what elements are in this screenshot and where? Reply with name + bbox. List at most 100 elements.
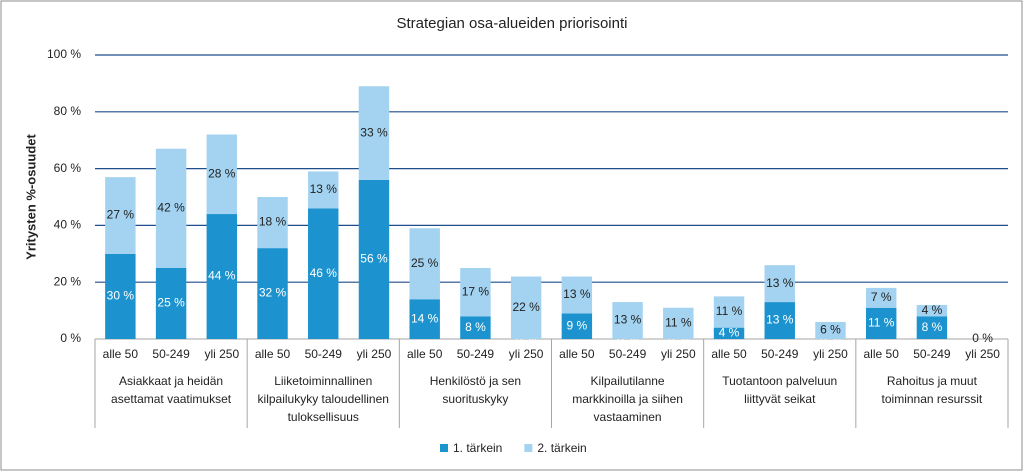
bar-segment xyxy=(713,296,745,328)
bar-segment xyxy=(155,268,187,339)
x-tick-label: yli 250 xyxy=(509,347,544,361)
data-label: 7 % xyxy=(871,290,892,304)
group-label: Tuotantoon palveluun xyxy=(722,374,837,388)
x-tick-label: alle 50 xyxy=(407,347,443,361)
bar-segment xyxy=(206,134,238,215)
data-label: 46 % xyxy=(310,266,338,280)
group-label: vastaaminen xyxy=(594,410,662,424)
data-label: 25 % xyxy=(411,256,439,270)
group-label: suorituskyky xyxy=(442,392,508,406)
data-label: 32 % xyxy=(259,286,287,300)
data-label: 27 % xyxy=(107,208,135,222)
data-label: 56 % xyxy=(360,252,388,266)
bar-segment xyxy=(358,86,390,180)
legend-label: 1. tärkein xyxy=(453,441,502,455)
data-label: 13 % xyxy=(766,276,794,290)
bar-segment xyxy=(916,316,948,339)
x-tick-label: yli 250 xyxy=(357,347,392,361)
data-label: 33 % xyxy=(360,125,388,139)
bar-segment xyxy=(460,316,491,339)
bar-segment xyxy=(663,307,694,339)
data-label: 13 % xyxy=(310,182,338,196)
data-label: 0 % xyxy=(972,331,993,345)
bar-segment xyxy=(916,304,948,317)
group-label: Liiketoiminnallinen xyxy=(274,374,372,388)
bar-segment xyxy=(358,179,390,339)
bar-segment xyxy=(460,268,491,317)
bar-segment xyxy=(561,313,593,339)
bar-segment xyxy=(612,302,643,339)
data-label: 13 % xyxy=(614,313,642,327)
group-label: Kilpailutilanne xyxy=(591,374,665,388)
group-label: asettamat vaatimukset xyxy=(111,392,232,406)
bar-segment xyxy=(764,302,795,339)
y-tick-label: 80 % xyxy=(54,104,82,118)
y-tick-label: 20 % xyxy=(54,274,82,288)
y-tick-label: 100 % xyxy=(47,47,81,61)
bar-segment xyxy=(105,253,136,339)
x-tick-label: 50-249 xyxy=(305,347,343,361)
bar-segment xyxy=(409,228,440,300)
data-label: 17 % xyxy=(462,284,490,298)
data-label: 22 % xyxy=(512,300,540,314)
bar-segment xyxy=(815,321,846,339)
data-label: 42 % xyxy=(157,201,185,215)
y-tick-label: 60 % xyxy=(54,161,82,175)
x-tick-label: 50-249 xyxy=(761,347,799,361)
data-label: 4 % xyxy=(922,303,943,317)
group-label: tuloksellisuus xyxy=(288,410,359,424)
data-label: 11 % xyxy=(665,316,692,330)
x-tick-label: 50-249 xyxy=(913,347,951,361)
x-tick-label: 50-249 xyxy=(457,347,495,361)
bar-segment xyxy=(257,197,288,249)
bar-segment xyxy=(105,177,136,254)
data-label: 14 % xyxy=(411,311,439,325)
group-label: Henkilöstö ja sen xyxy=(430,374,521,388)
group-label: toiminnan resurssit xyxy=(882,392,983,406)
x-tick-label: yli 250 xyxy=(965,347,1000,361)
data-label: 8 % xyxy=(465,320,486,334)
y-tick-label: 0 % xyxy=(60,331,81,345)
group-label: Asiakkaat ja heidän xyxy=(119,374,223,388)
bar-segment xyxy=(510,276,542,339)
data-label: 9 % xyxy=(567,318,588,332)
chart-title: Strategian osa-alueiden priorisointi xyxy=(397,15,628,32)
bar-segment xyxy=(865,307,897,339)
data-label: 25 % xyxy=(157,296,185,310)
y-axis-label: Yritysten %-osuudet xyxy=(23,133,38,259)
bar-segment xyxy=(865,287,897,308)
x-tick-label: yli 250 xyxy=(661,347,696,361)
bar-segment xyxy=(206,214,238,339)
data-label: 0 % xyxy=(972,331,993,345)
data-label: 13 % xyxy=(766,313,794,327)
bar-segment xyxy=(713,327,745,339)
bar-segment xyxy=(561,276,593,314)
legend-swatch xyxy=(440,444,448,452)
data-label: 18 % xyxy=(259,215,287,229)
x-tick-label: alle 50 xyxy=(864,347,900,361)
x-tick-label: yli 250 xyxy=(204,347,239,361)
x-tick-label: alle 50 xyxy=(559,347,595,361)
data-label: 28 % xyxy=(208,166,236,180)
group-label: markkinoilla ja siihen xyxy=(572,392,683,406)
data-label: 44 % xyxy=(208,269,236,283)
bar-segment xyxy=(308,208,339,339)
bar-segment xyxy=(308,171,339,209)
x-tick-label: 50-249 xyxy=(609,347,647,361)
group-label: Rahoitus ja muut xyxy=(887,374,978,388)
bar-segment xyxy=(764,265,795,303)
data-label: 6 % xyxy=(820,323,841,337)
y-tick-label: 40 % xyxy=(54,218,82,232)
data-label: 4 % xyxy=(719,325,740,339)
legend-swatch xyxy=(524,444,533,452)
data-label: 8 % xyxy=(922,320,943,334)
x-tick-label: alle 50 xyxy=(711,347,747,361)
x-tick-label: 50-249 xyxy=(152,347,190,361)
group-label: kilpailukyky taloudellinen xyxy=(258,392,389,406)
x-tick-label: yli 250 xyxy=(813,347,848,361)
data-label: 11 % xyxy=(716,304,743,318)
x-tick-label: alle 50 xyxy=(255,347,291,361)
data-label: 30 % xyxy=(107,289,135,303)
bar-segment xyxy=(257,248,288,339)
